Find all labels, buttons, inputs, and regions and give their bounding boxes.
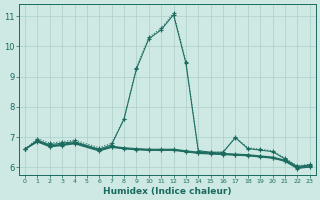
X-axis label: Humidex (Indice chaleur): Humidex (Indice chaleur) (103, 187, 232, 196)
